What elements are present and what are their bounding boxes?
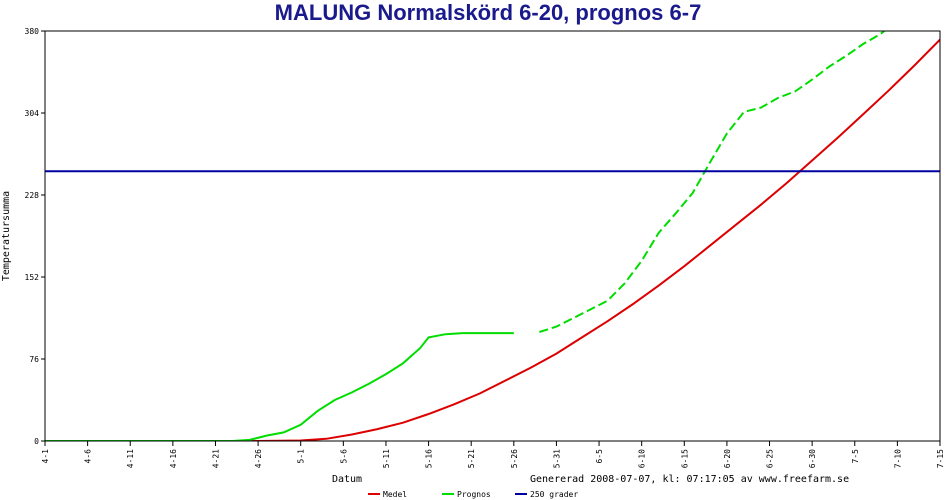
- series-medel: [45, 38, 940, 441]
- x-tick-label: 6-25: [766, 449, 775, 468]
- x-tick-label: 7-5: [851, 449, 860, 464]
- y-tick-label: 0: [34, 437, 39, 446]
- legend-label: Prognos: [457, 490, 491, 499]
- x-tick-label: 6-30: [808, 449, 817, 468]
- x-tick-label: 4-16: [169, 449, 178, 468]
- series-line: [45, 38, 940, 441]
- x-tick-label: 5-26: [510, 449, 519, 468]
- x-tick-label: 4-1: [41, 449, 50, 464]
- generated-footer: Genererad 2008-07-07, kl: 07:17:05 av ww…: [530, 474, 849, 485]
- x-tick-label: 7-15: [936, 449, 945, 468]
- x-tick-label: 5-11: [382, 449, 391, 468]
- x-tick-label: 6-15: [680, 449, 689, 468]
- axes: 0 76 152 228 304 380 4-1 4-6 4-11 4-16 4-21 4-26 5-1…: [25, 27, 945, 468]
- x-tick-label: 5-21: [467, 449, 476, 468]
- y-tick-label: 152: [25, 273, 40, 282]
- x-tick-label: 4-6: [84, 449, 93, 464]
- x-tick-label: 5-31: [552, 449, 561, 468]
- series-line-forecast: [539, 31, 886, 333]
- x-tick-label: 5-6: [339, 449, 348, 464]
- x-tick-label: 4-21: [211, 449, 220, 468]
- y-tick-label: 304: [25, 109, 40, 118]
- x-axis-label: Datum: [332, 474, 362, 485]
- plot-area: [45, 31, 940, 441]
- x-tick-label: 7-10: [893, 449, 902, 468]
- y-axis-label: Temperatursumma: [1, 191, 12, 281]
- plot-frame: [44, 30, 941, 442]
- x-tick-label: 4-11: [126, 449, 135, 468]
- series-line-observed: [45, 332, 514, 441]
- x-tick-label: 4-26: [254, 449, 263, 468]
- x-tick-label: 6-10: [638, 449, 647, 468]
- x-tick-label: 6-5: [595, 449, 604, 464]
- y-tick-label: 380: [25, 27, 40, 36]
- y-tick-label: 228: [25, 191, 40, 200]
- x-tick-label: 6-20: [723, 449, 732, 468]
- y-tick-label: 76: [29, 355, 39, 364]
- legend-label: 250 grader: [530, 490, 578, 499]
- series-prognos: [45, 31, 886, 441]
- x-tick-label: 5-1: [297, 449, 306, 464]
- legend-label: Medel: [383, 490, 407, 499]
- chart-title: MALUNG Normalskörd 6-20, prognos 6-7: [275, 0, 702, 25]
- x-tick-label: 5-16: [425, 449, 434, 468]
- legend: Medel Prognos 250 grader: [368, 490, 578, 499]
